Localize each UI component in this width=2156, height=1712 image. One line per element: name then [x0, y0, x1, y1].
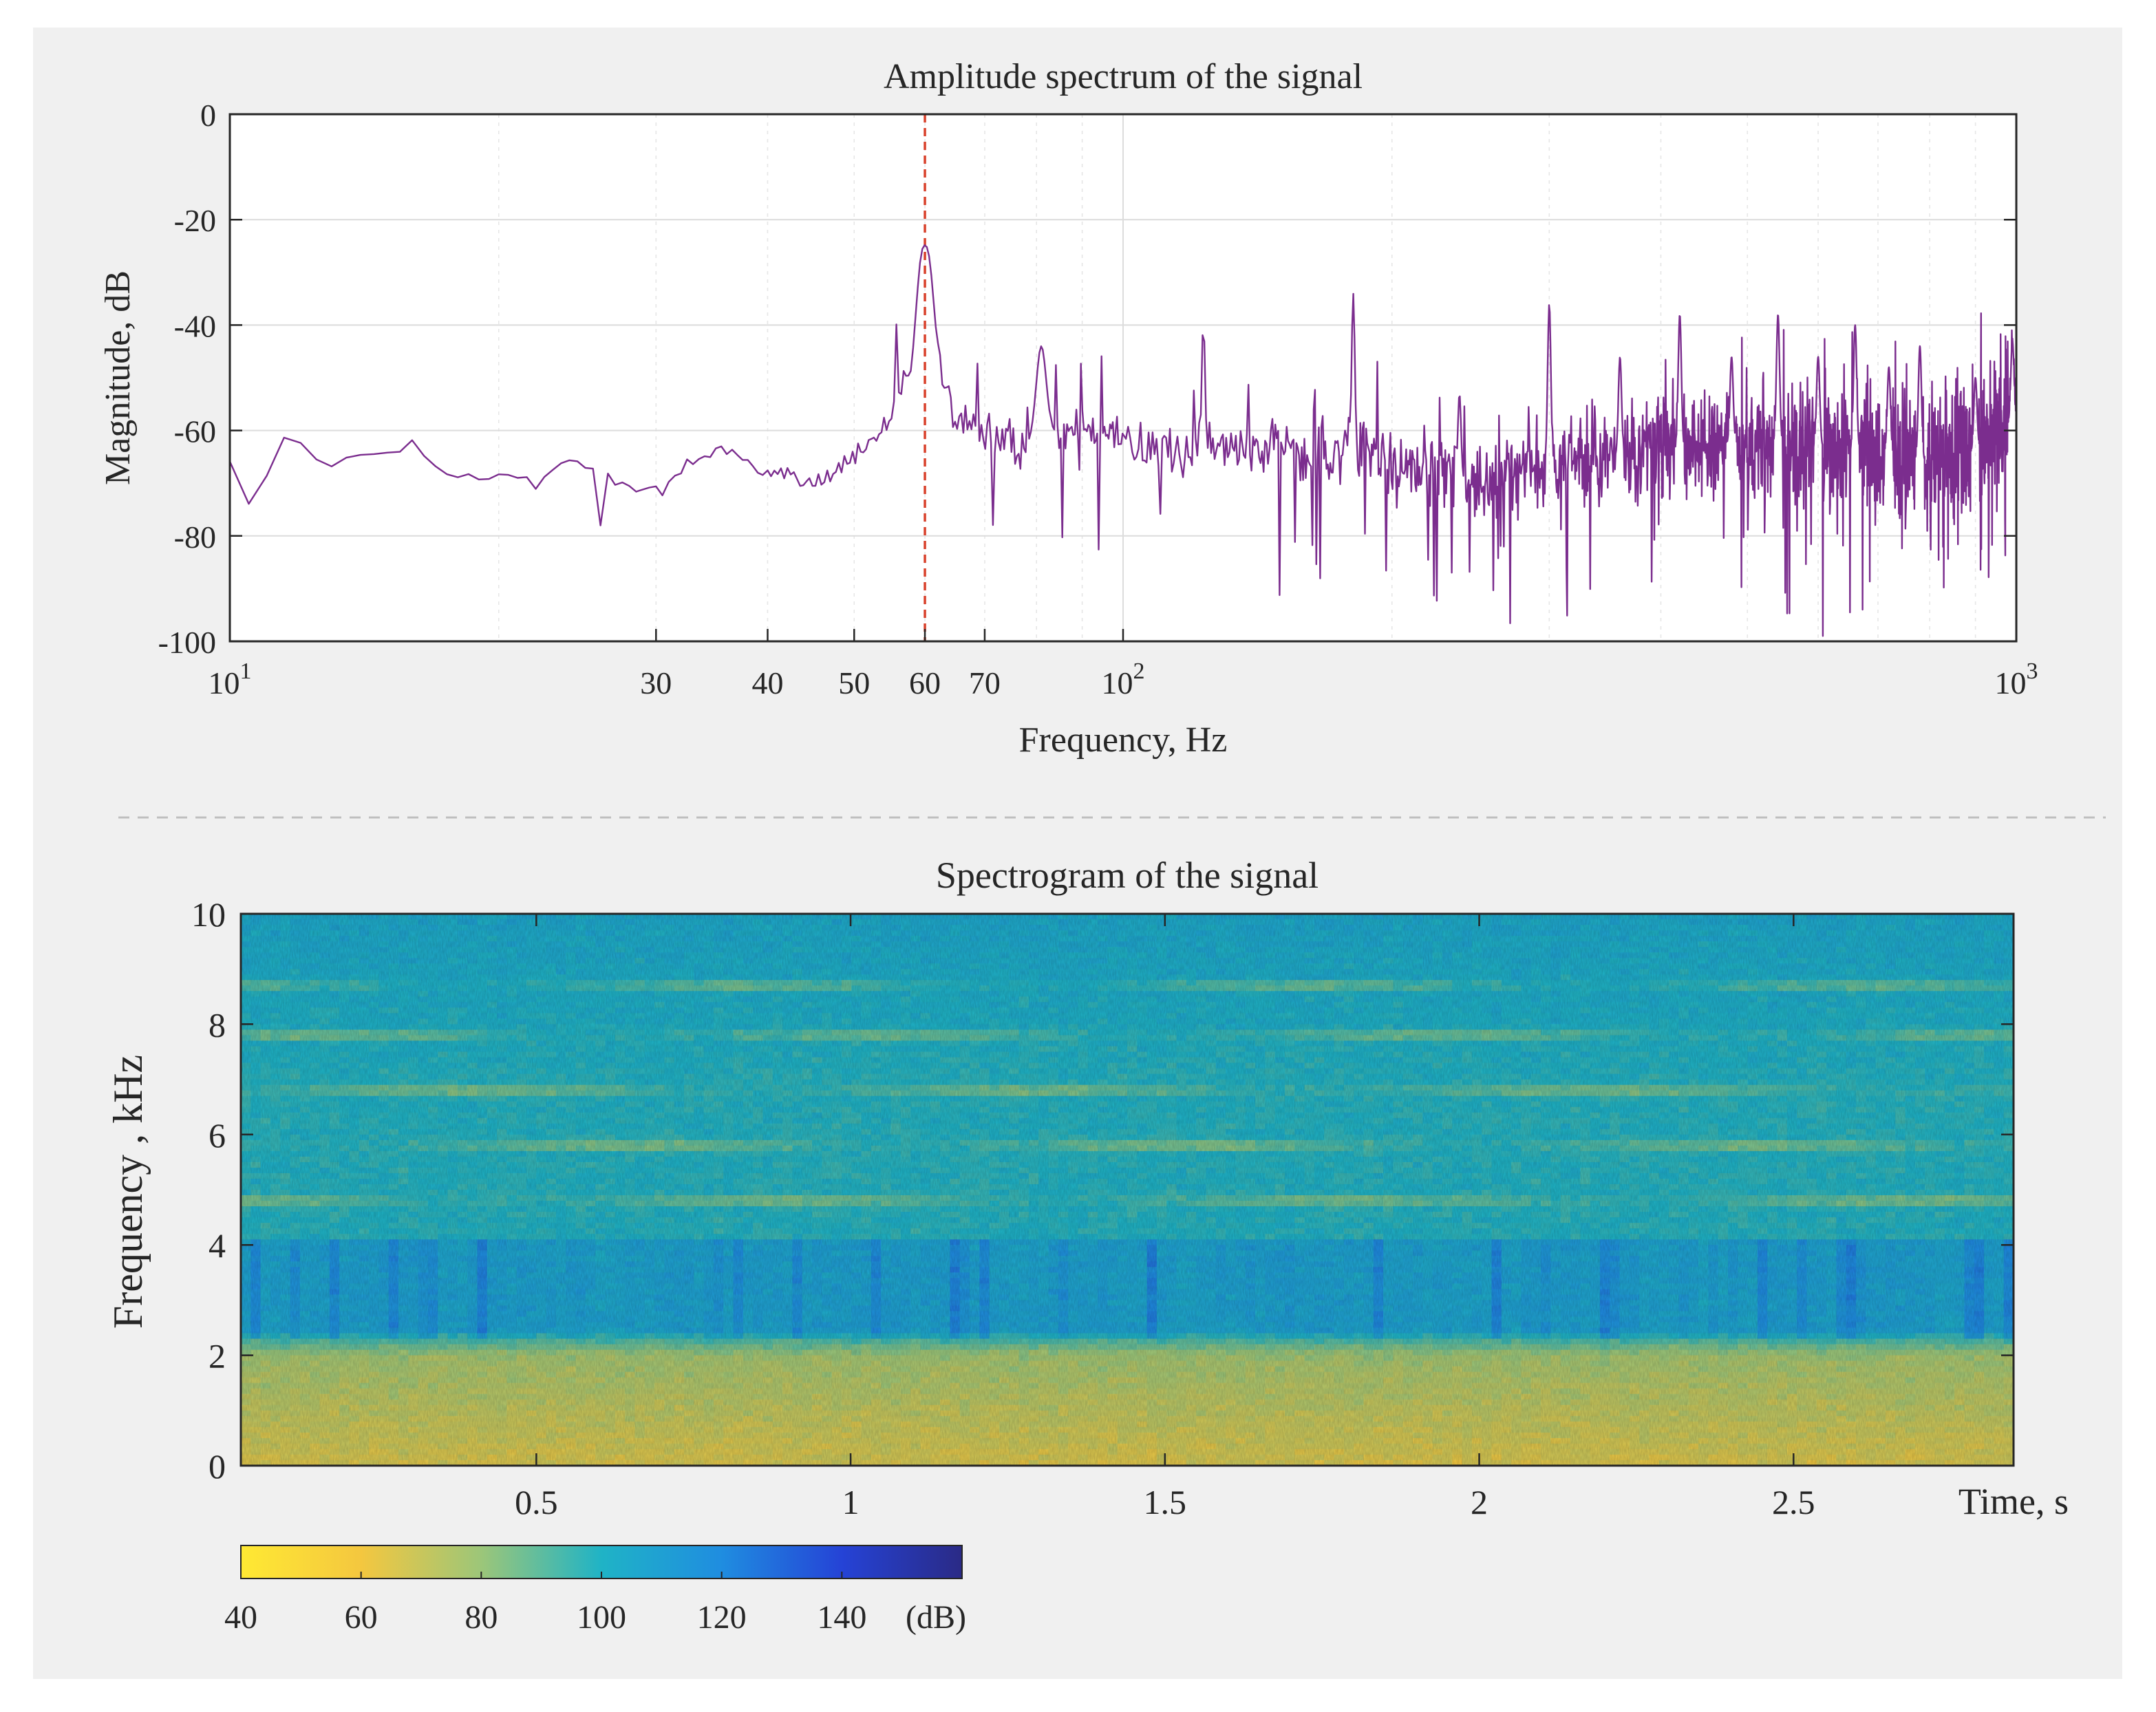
- spectrum-series-group: [228, 244, 2018, 637]
- spectrum-xtick-label: 60: [909, 665, 941, 700]
- spectrum-ytick-label: 0: [200, 98, 216, 133]
- spectrum-xlabel: Frequency, Hz: [1019, 720, 1228, 760]
- spectrum-grid: [230, 114, 2016, 641]
- spectrum-xtick-label: 70: [969, 665, 1001, 700]
- spectrum-xtick-label: 103: [1995, 659, 2038, 700]
- spectrum-xtick-label: 50: [838, 665, 870, 700]
- spectrum-ytick-label: -60: [174, 414, 216, 449]
- spectrum-ytick-label: -100: [158, 625, 216, 660]
- spectrogram-plot: [241, 914, 2014, 1466]
- spectrum-ytick-label: -40: [174, 308, 216, 343]
- spectrum-ytick-label: -80: [174, 520, 216, 555]
- spectrum-ylabel: Magnitude, dB: [98, 270, 138, 485]
- spectrum-xtick-label: 102: [1102, 659, 1145, 700]
- spectrum-xtick-label: 40: [751, 665, 783, 700]
- spectrum-title: Amplitude spectrum of the signal: [884, 57, 1363, 96]
- spectrum-series-line: [228, 244, 2018, 637]
- spectrum-xtick-label: 30: [640, 665, 672, 700]
- spectrum-xtick-label: 101: [209, 659, 252, 700]
- spectrum-ytick-label: -20: [174, 203, 216, 238]
